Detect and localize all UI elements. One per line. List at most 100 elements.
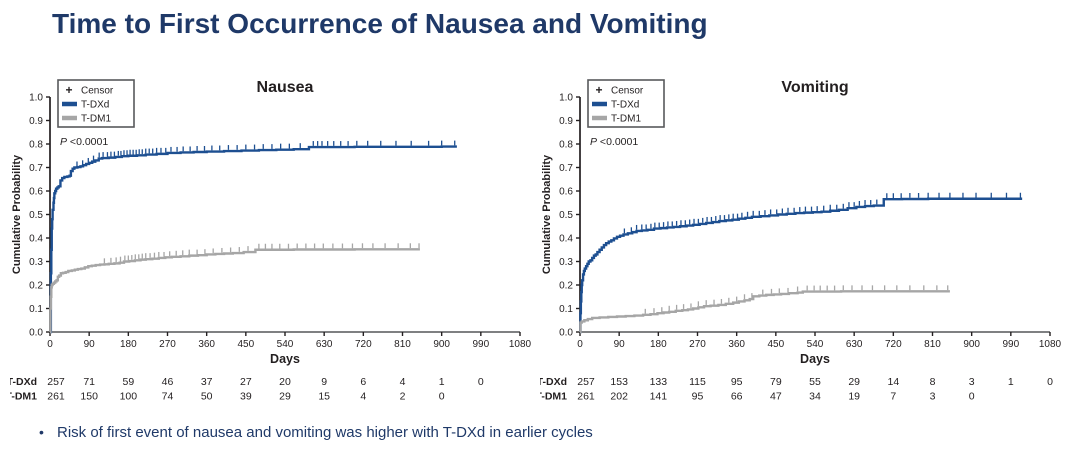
at-risk-count: 8 bbox=[930, 376, 936, 388]
at-risk-count: 27 bbox=[240, 376, 252, 388]
at-risk-count: 6 bbox=[360, 376, 366, 388]
at-risk-count: 55 bbox=[809, 376, 821, 388]
x-tick-label: 180 bbox=[120, 339, 137, 350]
y-tick-label: 0.2 bbox=[29, 281, 43, 292]
legend-label: T-DXd bbox=[611, 100, 639, 111]
at-risk-count: 150 bbox=[80, 391, 98, 403]
y-tick-label: 1.0 bbox=[559, 93, 573, 104]
x-tick-label: 990 bbox=[472, 339, 489, 350]
page-title: Time to First Occurrence of Nausea and V… bbox=[52, 8, 708, 39]
at-risk-count: 3 bbox=[930, 391, 936, 403]
y-tick-label: 0.9 bbox=[559, 116, 573, 127]
bullet-icon: • bbox=[39, 424, 44, 440]
at-risk-count: 0 bbox=[478, 376, 484, 388]
at-risk-series-label: T-DXd bbox=[10, 376, 37, 388]
y-tick-label: 0.0 bbox=[559, 328, 573, 339]
x-tick-label: 1080 bbox=[1039, 339, 1062, 350]
x-tick-label: 630 bbox=[846, 339, 863, 350]
legend-label: Censor bbox=[611, 86, 644, 97]
at-risk-count: 14 bbox=[887, 376, 899, 388]
x-tick-label: 450 bbox=[237, 339, 254, 350]
at-risk-count: 95 bbox=[692, 391, 704, 403]
at-risk-count: 1 bbox=[439, 376, 445, 388]
y-tick-label: 0.5 bbox=[29, 210, 43, 221]
at-risk-count: 47 bbox=[770, 391, 782, 403]
at-risk-count: 39 bbox=[240, 391, 252, 403]
curve-T-DM1 bbox=[49, 248, 420, 334]
at-risk-count: 9 bbox=[321, 376, 327, 388]
at-risk-count: 0 bbox=[1047, 376, 1053, 388]
at-risk-count: 79 bbox=[770, 376, 782, 388]
y-tick-label: 0.5 bbox=[559, 210, 573, 221]
y-tick-label: 0.4 bbox=[29, 234, 43, 245]
x-tick-label: 720 bbox=[355, 339, 372, 350]
at-risk-count: 115 bbox=[689, 376, 706, 388]
x-tick-label: 450 bbox=[767, 339, 784, 350]
at-risk-series-label: T-DM1 bbox=[540, 391, 567, 403]
legend-label: T-DM1 bbox=[81, 114, 111, 125]
y-tick-label: 0.6 bbox=[29, 187, 43, 198]
y-tick-label: 0.1 bbox=[559, 304, 573, 315]
x-axis-label: Days bbox=[270, 352, 300, 366]
at-risk-count: 153 bbox=[610, 376, 628, 388]
curve-T-DXd bbox=[49, 145, 457, 334]
x-tick-label: 540 bbox=[277, 339, 294, 350]
at-risk-count: 100 bbox=[120, 391, 138, 403]
x-tick-label: 810 bbox=[924, 339, 941, 350]
at-risk-count: 1 bbox=[1008, 376, 1014, 388]
at-risk-count: 261 bbox=[577, 391, 595, 403]
at-risk-count: 29 bbox=[279, 391, 291, 403]
at-risk-count: 2 bbox=[400, 391, 406, 403]
at-risk-count: 46 bbox=[162, 376, 174, 388]
y-axis-label: Cumulative Probability bbox=[11, 154, 23, 274]
at-risk-count: 261 bbox=[47, 391, 65, 403]
y-tick-label: 0.7 bbox=[29, 163, 43, 174]
x-tick-label: 90 bbox=[614, 339, 626, 350]
chart-panel-vomiting: Vomiting 0.0 0.1 0.2 0.3 0.4 0.5 0.6 0.7 0.8 0.9 1.… bbox=[540, 75, 1070, 405]
at-risk-count: 37 bbox=[201, 376, 213, 388]
y-tick-label: 0.1 bbox=[29, 304, 43, 315]
y-tick-label: 0.8 bbox=[29, 140, 43, 151]
bullet-text: Risk of first event of nausea and vomiti… bbox=[57, 424, 593, 441]
at-risk-count: 34 bbox=[809, 391, 821, 403]
y-tick-label: 0.0 bbox=[29, 328, 43, 339]
legend-label: T-DXd bbox=[81, 100, 109, 111]
at-risk-count: 257 bbox=[47, 376, 65, 388]
x-tick-label: 990 bbox=[1002, 339, 1019, 350]
x-tick-label: 180 bbox=[650, 339, 667, 350]
p-value: P <0.0001 bbox=[60, 136, 108, 148]
kaplan-meier-chart-vomiting: Vomiting 0.0 0.1 0.2 0.3 0.4 0.5 0.6 0.7 0.8 0.9 1.… bbox=[540, 79, 1062, 403]
at-risk-count: 15 bbox=[318, 391, 330, 403]
at-risk-count: 4 bbox=[360, 391, 366, 403]
bullet-row: • Risk of first event of nausea and vomit… bbox=[39, 424, 593, 441]
at-risk-count: 74 bbox=[162, 391, 174, 403]
at-risk-count: 20 bbox=[279, 376, 291, 388]
x-tick-label: 270 bbox=[689, 339, 706, 350]
chart-panel-nausea: Nausea 0.0 0.1 0.2 0.3 0.4 0.5 0.6 0.7 0.8 0.9 1.0 0… bbox=[10, 75, 540, 405]
chart-title: Nausea bbox=[257, 79, 314, 96]
y-tick-label: 0.9 bbox=[29, 116, 43, 127]
curve-T-DXd bbox=[579, 197, 1023, 334]
at-risk-count: 29 bbox=[848, 376, 860, 388]
at-risk-count: 59 bbox=[122, 376, 134, 388]
at-risk-series-label: T-DM1 bbox=[10, 391, 37, 403]
at-risk-count: 95 bbox=[731, 376, 743, 388]
kaplan-meier-chart-nausea: Nausea 0.0 0.1 0.2 0.3 0.4 0.5 0.6 0.7 0.8 0.9 1.0 0… bbox=[10, 79, 532, 403]
censor-plus-icon: + bbox=[595, 83, 602, 97]
x-tick-label: 810 bbox=[394, 339, 411, 350]
at-risk-count: 50 bbox=[201, 391, 213, 403]
y-tick-label: 0.4 bbox=[559, 234, 573, 245]
y-tick-label: 0.3 bbox=[559, 257, 573, 268]
x-tick-label: 720 bbox=[885, 339, 902, 350]
at-risk-count: 4 bbox=[400, 376, 406, 388]
x-tick-label: 0 bbox=[577, 339, 583, 350]
x-tick-label: 1080 bbox=[509, 339, 532, 350]
at-risk-count: 71 bbox=[83, 376, 95, 388]
at-risk-count: 0 bbox=[969, 391, 975, 403]
x-tick-label: 90 bbox=[84, 339, 96, 350]
censor-plus-icon: + bbox=[65, 83, 72, 97]
at-risk-count: 7 bbox=[890, 391, 896, 403]
legend-label: Censor bbox=[81, 86, 114, 97]
x-tick-label: 270 bbox=[159, 339, 176, 350]
